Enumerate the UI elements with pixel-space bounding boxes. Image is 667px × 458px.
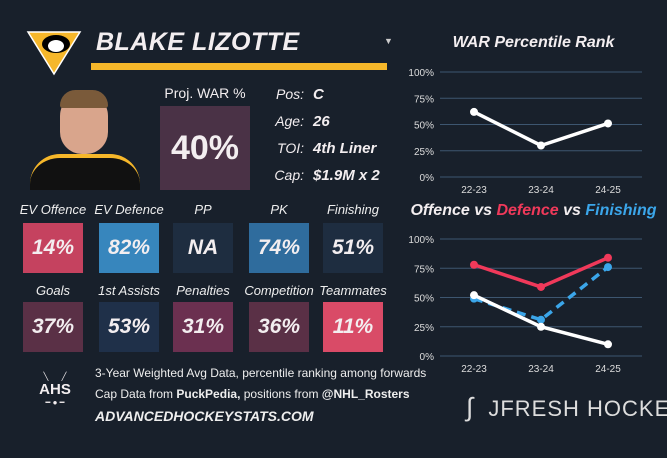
stat-tile: 37% [23,302,83,352]
stat-tile: 53% [99,302,159,352]
tile-label: Goals [36,283,70,298]
data-point [604,263,612,272]
series-line-finishing [473,265,610,322]
tile-label: Finishing [326,202,380,217]
tile-label: Penalties [176,283,230,298]
y-tick-label: 50% [414,294,434,305]
jfresh-logo: ∫ JFRESH HOCKEY [466,392,667,422]
stat-tile: NA [173,223,233,273]
x-tick-label: 24-25 [595,364,621,375]
y-tick-label: 0% [420,352,435,363]
tile-label: Competition [244,283,314,298]
info-key: Pos: [275,86,304,102]
data-point [470,260,478,269]
player-photo [30,88,140,190]
series-line-war [473,110,609,148]
stat-tile: 11% [323,302,383,352]
data-point [537,315,545,324]
data-point [470,291,478,300]
dropdown-caret-icon[interactable]: ▼ [384,36,393,46]
series-line-defence [473,256,609,289]
info-value: C [313,86,324,103]
stat-tile: 36% [249,302,309,352]
y-tick-label: 0% [420,173,435,184]
stat-tile: 51% [323,223,383,273]
y-tick-label: 75% [414,264,434,275]
stat-tile: 31% [173,302,233,352]
tile-label: PK [270,202,288,217]
info-value: 4th Liner [313,140,377,157]
x-tick-label: 23-24 [528,185,554,196]
info-key: TOI: [277,140,304,156]
proj-war-label: Proj. WAR % [164,85,246,101]
player-name: BLAKE LIZOTTE [96,28,300,56]
x-tick-label: 24-25 [595,185,621,196]
stat-tile: 74% [249,223,309,273]
y-tick-label: 25% [414,147,434,158]
data-point [604,340,612,349]
info-key: Age: [275,113,304,129]
tile-label: Teammates [319,283,387,298]
info-key: Cap: [274,167,304,183]
y-tick-label: 25% [414,323,434,334]
data-point [604,119,612,128]
tile-label: EV Offence [19,202,87,217]
data-point [537,322,545,331]
ovd-chart-title: Offence vs Defence vs Finishing [410,202,657,219]
data-point [537,141,545,150]
website-link[interactable]: ADVANCEDHOCKEYSTATS.COM [95,408,314,424]
info-value: 26 [313,113,330,130]
title-underline [91,63,387,70]
info-value: $1.9M x 2 [313,167,380,184]
tile-label: 1st Assists [98,283,160,298]
ahs-logo: ╲ ╱ AHS ━ ● ━ [39,372,71,407]
y-tick-label: 75% [414,94,434,105]
data-point [537,282,545,291]
stat-tile: 14% [23,223,83,273]
war-chart-title: WAR Percentile Rank [452,34,615,51]
tile-label: PP [194,202,212,217]
y-tick-label: 50% [414,121,434,132]
stat-tile: 82% [99,223,159,273]
x-tick-label: 23-24 [528,364,554,375]
y-tick-label: 100% [408,235,434,246]
data-point [470,107,478,116]
x-tick-label: 22-23 [461,185,487,196]
proj-war-value: 40% [160,106,250,190]
footer-note: 3-Year Weighted Avg Data, percentile ran… [95,366,427,380]
x-tick-label: 22-23 [461,364,487,375]
y-tick-label: 100% [408,68,434,79]
data-point [604,253,612,262]
tile-label: EV Defence [94,202,164,217]
team-logo [26,22,82,78]
footer-sources: Cap Data from PuckPedia, positions from … [95,387,410,401]
